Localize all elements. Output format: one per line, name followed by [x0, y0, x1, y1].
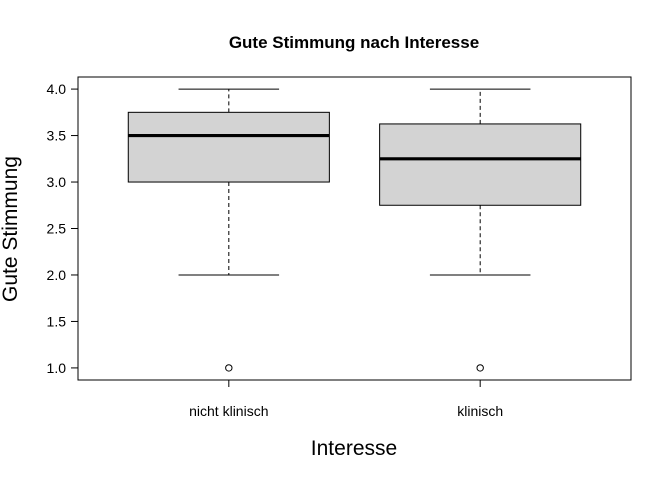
y-tick-label: 2.0	[47, 267, 67, 283]
box-nicht-klinisch	[127, 88, 330, 372]
boxes-group	[127, 88, 582, 372]
y-tick-label: 1.5	[47, 313, 67, 329]
box-klinisch	[379, 88, 582, 372]
y-axis: 1.0 1.5 2.0 2.5 3.0 3.5 4.0	[47, 81, 79, 376]
outlier-point	[476, 364, 484, 372]
y-tick-label: 2.5	[47, 221, 67, 237]
y-tick-label: 3.0	[47, 174, 67, 190]
outlier-point	[225, 364, 233, 372]
y-tick-label: 4.0	[47, 81, 67, 97]
x-tick-label: nicht klinisch	[189, 403, 268, 419]
iqr-box	[127, 111, 330, 183]
x-axis: nicht klinisch klinisch	[189, 379, 503, 419]
y-tick-label: 3.5	[47, 128, 67, 144]
iqr-box	[379, 123, 582, 206]
y-tick-label: 1.0	[47, 360, 67, 376]
x-axis-label: Interesse	[311, 437, 397, 460]
x-tick-label: klinisch	[457, 403, 503, 419]
chart-title: Gute Stimmung nach Interesse	[229, 33, 479, 52]
y-axis-label: Gute Stimmung	[0, 156, 22, 302]
